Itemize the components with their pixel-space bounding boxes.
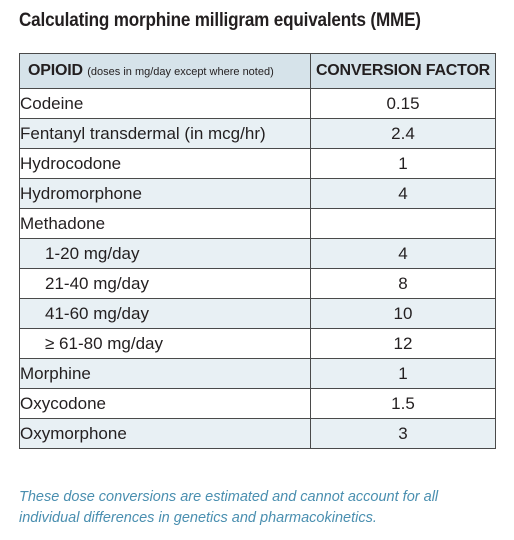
opioid-name-cell: Methadone xyxy=(19,208,311,239)
table-header-row: OPIOID (doses in mg/day except where not… xyxy=(19,53,496,89)
conversion-factor-cell: 12 xyxy=(310,328,496,359)
table-row: Oxycodone 1.5 xyxy=(19,388,496,419)
footnote: These dose conversions are estimated and… xyxy=(19,489,439,526)
conversion-factor-cell: 10 xyxy=(310,298,496,329)
opioid-name-cell: ≥ 61-80 mg/day xyxy=(19,328,311,359)
opioid-name-cell: 41-60 mg/day xyxy=(19,298,311,329)
opioid-header-note: (doses in mg/day except where noted) xyxy=(87,66,274,78)
table-row: 41-60 mg/day 10 xyxy=(19,298,496,329)
conversion-factor-cell: 3 xyxy=(310,418,496,449)
opioid-name-cell: 21-40 mg/day xyxy=(19,268,311,299)
table-row: Methadone xyxy=(19,208,496,239)
table-row: 1-20 mg/day 4 xyxy=(19,238,496,269)
table-row: Hydromorphone 4 xyxy=(19,178,496,209)
table-row: Hydrocodone 1 xyxy=(19,148,496,179)
conversion-factor-cell: 8 xyxy=(310,268,496,299)
conversion-factor-cell: 1.5 xyxy=(310,388,496,419)
conversion-factor-header-label: CONVERSION FACTOR xyxy=(315,62,491,79)
mme-conversion-table: OPIOID (doses in mg/day except where not… xyxy=(19,53,496,449)
table-row: Morphine 1 xyxy=(19,358,496,389)
opioid-header-label: OPIOID xyxy=(28,62,83,79)
table-row: Fentanyl transdermal (in mcg/hr) 2.4 xyxy=(19,118,496,149)
conversion-factor-column-header: CONVERSION FACTOR xyxy=(310,53,496,89)
conversion-factor-cell: 4 xyxy=(310,178,496,209)
table-row: ≥ 61-80 mg/day 12 xyxy=(19,328,496,359)
opioid-column-header: OPIOID (doses in mg/day except where not… xyxy=(19,53,311,89)
opioid-name-cell: Hydrocodone xyxy=(19,148,311,179)
table-row: Codeine 0.15 xyxy=(19,88,496,119)
opioid-name-cell: Codeine xyxy=(19,88,311,119)
opioid-name-cell: 1-20 mg/day xyxy=(19,238,311,269)
conversion-factor-cell: 2.4 xyxy=(310,118,496,149)
opioid-name-cell: Hydromorphone xyxy=(19,178,311,209)
table-row: 21-40 mg/day 8 xyxy=(19,268,496,299)
page-title: Calculating morphine milligram equivalen… xyxy=(19,10,421,31)
conversion-factor-cell: 1 xyxy=(310,358,496,389)
opioid-name-cell: Fentanyl transdermal (in mcg/hr) xyxy=(19,118,311,149)
conversion-factor-cell: 4 xyxy=(310,238,496,269)
opioid-name-cell: Oxymorphone xyxy=(19,418,311,449)
table-body: Codeine 0.15 Fentanyl transdermal (in mcg/… xyxy=(19,88,496,449)
conversion-factor-cell: 1 xyxy=(310,148,496,179)
conversion-factor-cell: 0.15 xyxy=(310,88,496,119)
table-row: Oxymorphone 3 xyxy=(19,418,496,449)
opioid-name-cell: Oxycodone xyxy=(19,388,311,419)
conversion-factor-cell xyxy=(310,208,496,239)
opioid-name-cell: Morphine xyxy=(19,358,311,389)
